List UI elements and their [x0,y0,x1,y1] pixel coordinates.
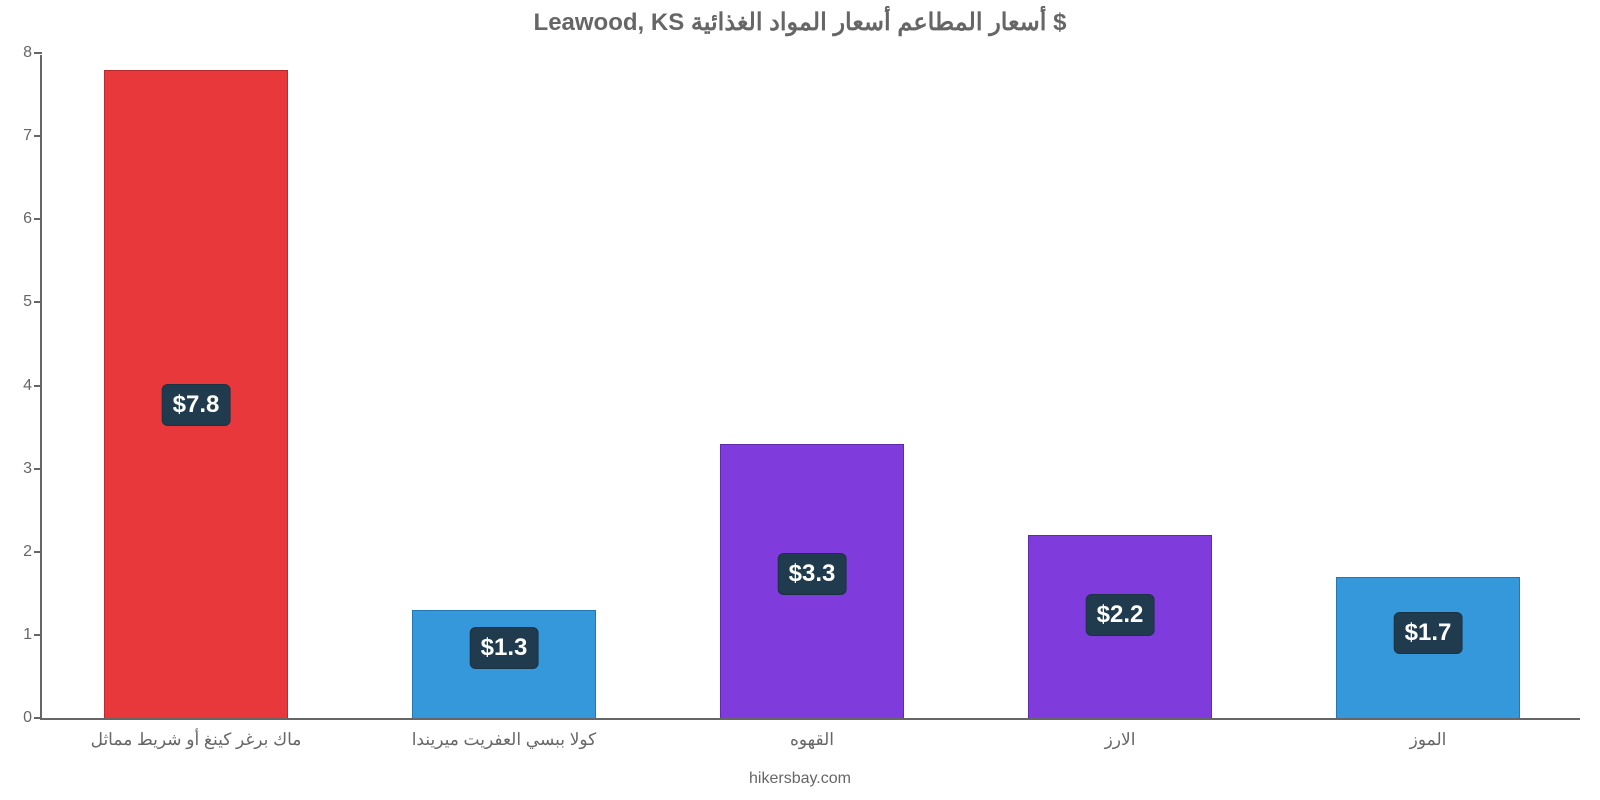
x-tick-label: الموز [1410,718,1447,750]
y-tick-mark [34,218,42,220]
y-tick-mark [34,52,42,54]
bar-value-label: $7.8 [162,384,231,426]
bar-value-label: $1.7 [1394,612,1463,654]
y-tick-mark [34,385,42,387]
x-tick-label: ماك برغر كينغ أو شريط مماثل [91,718,302,750]
x-tick-label: كولا ببسي العفريت ميريندا [412,718,597,750]
y-tick-mark [34,634,42,636]
chart-title: Leawood, KS أسعار المطاعم أسعار المواد ا… [0,8,1600,37]
bar-value-label: $2.2 [1086,594,1155,636]
y-tick-mark [34,717,42,719]
plot-area: 012345678$7.8ماك برغر كينغ أو شريط مماثل… [40,55,1580,720]
y-tick-mark [34,135,42,137]
x-tick-label: القهوه [790,718,834,750]
source-footer: hikersbay.com [0,770,1600,788]
bar-value-label: $3.3 [778,553,847,595]
x-tick-label: الارز [1105,718,1136,750]
chart-container: Leawood, KS أسعار المطاعم أسعار المواد ا… [0,0,1600,800]
y-tick-mark [34,301,42,303]
y-tick-mark [34,551,42,553]
y-tick-mark [34,468,42,470]
bar-value-label: $1.3 [470,627,539,669]
